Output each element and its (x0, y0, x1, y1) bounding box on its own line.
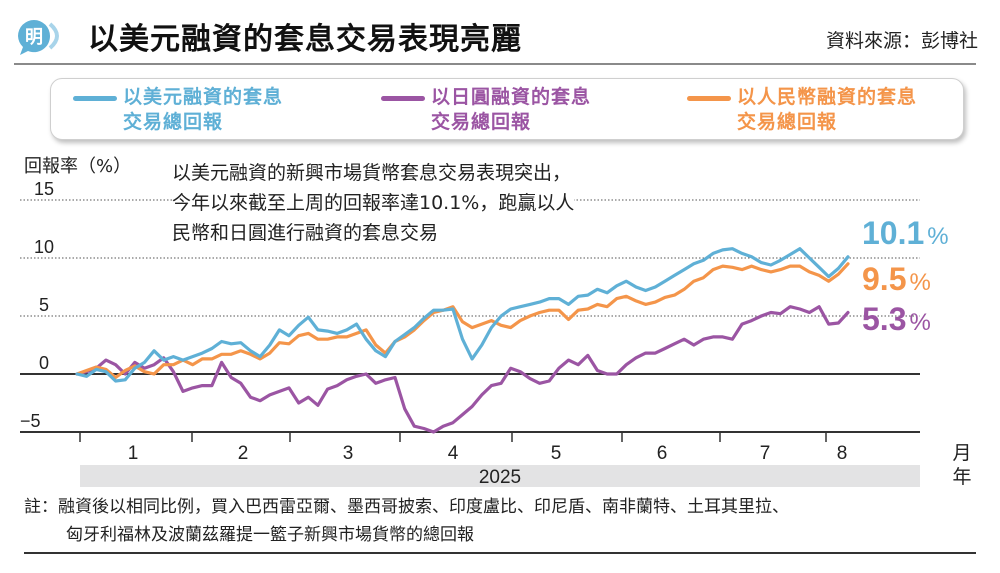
series-lines (75, 247, 850, 434)
ming-pao-logo-icon: 明 (18, 20, 59, 55)
data-source: 資料來源：彭博社 (825, 30, 978, 52)
legend-label-cny-line1: 以人民幣融資的套息 (737, 86, 918, 108)
legend-label-cny-line2: 交易總回報 (737, 111, 838, 133)
y-tick-label: 0 (39, 353, 49, 373)
legend-swatch-jpy (381, 96, 425, 101)
footer-divider (24, 552, 976, 554)
annotation-line-3: 民幣和日圓進行融資的套息交易 (172, 222, 439, 244)
legend-item-cny: 以人民幣融資的套息 交易總回報 (687, 85, 917, 135)
logo-text: 明 (25, 27, 43, 48)
x-tick-label: 8 (837, 443, 848, 464)
y-tick-label: 10 (34, 237, 54, 257)
legend-label-usd-line2: 交易總回報 (123, 111, 224, 133)
grid-lines (20, 199, 920, 375)
year-label: 2025 (479, 467, 521, 488)
year-band (80, 465, 920, 487)
end-label-cny: 9.5% (862, 261, 931, 297)
end-label-jpy: 5.3% (862, 301, 931, 337)
end-label-usd: 10.1% (862, 215, 949, 251)
annotation-line-1: 以美元融資的新興市場貨幣套息交易表現突出， (172, 162, 572, 184)
x-tick-label: 3 (343, 443, 354, 464)
series-line-jpy (75, 305, 850, 434)
x-tick-label: 5 (551, 443, 562, 464)
y-tick-labels: −5 0 5 10 15 (20, 179, 54, 431)
x-tick-label: 6 (657, 443, 668, 464)
x-unit-label-month: 月 (952, 442, 971, 464)
end-label-unit: % (909, 309, 930, 336)
x-tick-label: 4 (448, 443, 459, 464)
year-unit-label: 年 (952, 466, 971, 488)
legend-label-jpy-line1: 以日圓融資的套息 (431, 86, 592, 108)
legend-label-jpy-line2: 交易總回報 (431, 111, 532, 133)
y-tick-label: 5 (39, 295, 49, 315)
x-tick-label: 2 (238, 443, 249, 464)
x-tick-label: 1 (128, 443, 139, 464)
legend-swatch-cny (687, 96, 731, 101)
end-label-unit: % (909, 269, 930, 296)
legend-swatch-usd (73, 96, 117, 101)
chart-title: 以美元融資的套息交易表現亮麗 (88, 22, 522, 57)
footnote-line-2: 匈牙利福林及波蘭茲羅提一籃子新興市場貨幣的總回報 (66, 525, 474, 545)
end-label-value: 10.1 (862, 215, 924, 251)
end-label-value: 9.5 (862, 261, 906, 297)
end-value-labels: 10.1 %9.5 %5.3% (862, 215, 949, 337)
x-axis: 1 2 3 4 5 6 7 8 月 2025 年 (20, 431, 972, 488)
speech-bubble-shape (18, 20, 51, 55)
legend-label-usd-line1: 以美元融資的套息 (123, 86, 284, 108)
y-tick-label: −5 (20, 411, 41, 431)
chart-legend: 以美元融資的套息 交易總回報 以日圓融資的套息 交易總回報 以人民幣融資的套息 … (50, 78, 964, 140)
end-label-value: 5.3 (862, 301, 906, 337)
y-axis-label: 回報率（%） (24, 156, 132, 177)
header-divider (14, 63, 976, 65)
footnote-line-1: 註：融資後以相同比例，買入巴西雷亞爾、墨西哥披索、印度盧比、印尼盾、南非蘭特、土… (24, 497, 789, 517)
series-line-cny (75, 262, 850, 380)
x-tick-label: 7 (760, 443, 771, 464)
bubble-tail-shape (48, 22, 59, 50)
annotation-line-2: 今年以來截至上周的回報率達10.1%，跑贏以人 (172, 192, 575, 214)
chart-annotation: 以美元融資的新興市場貨幣套息交易表現突出， 今年以來截至上周的回報率達10.1%… (172, 158, 662, 248)
legend-item-usd: 以美元融資的套息 交易總回報 (73, 85, 283, 135)
end-label-unit: % (927, 223, 948, 250)
legend-item-jpy: 以日圓融資的套息 交易總回報 (381, 85, 591, 135)
series-line-usd (75, 247, 850, 383)
footnote: 註：融資後以相同比例，買入巴西雷亞爾、墨西哥披索、印度盧比、印尼盾、南非蘭特、土… (24, 493, 789, 549)
y-tick-label: 15 (34, 179, 54, 199)
